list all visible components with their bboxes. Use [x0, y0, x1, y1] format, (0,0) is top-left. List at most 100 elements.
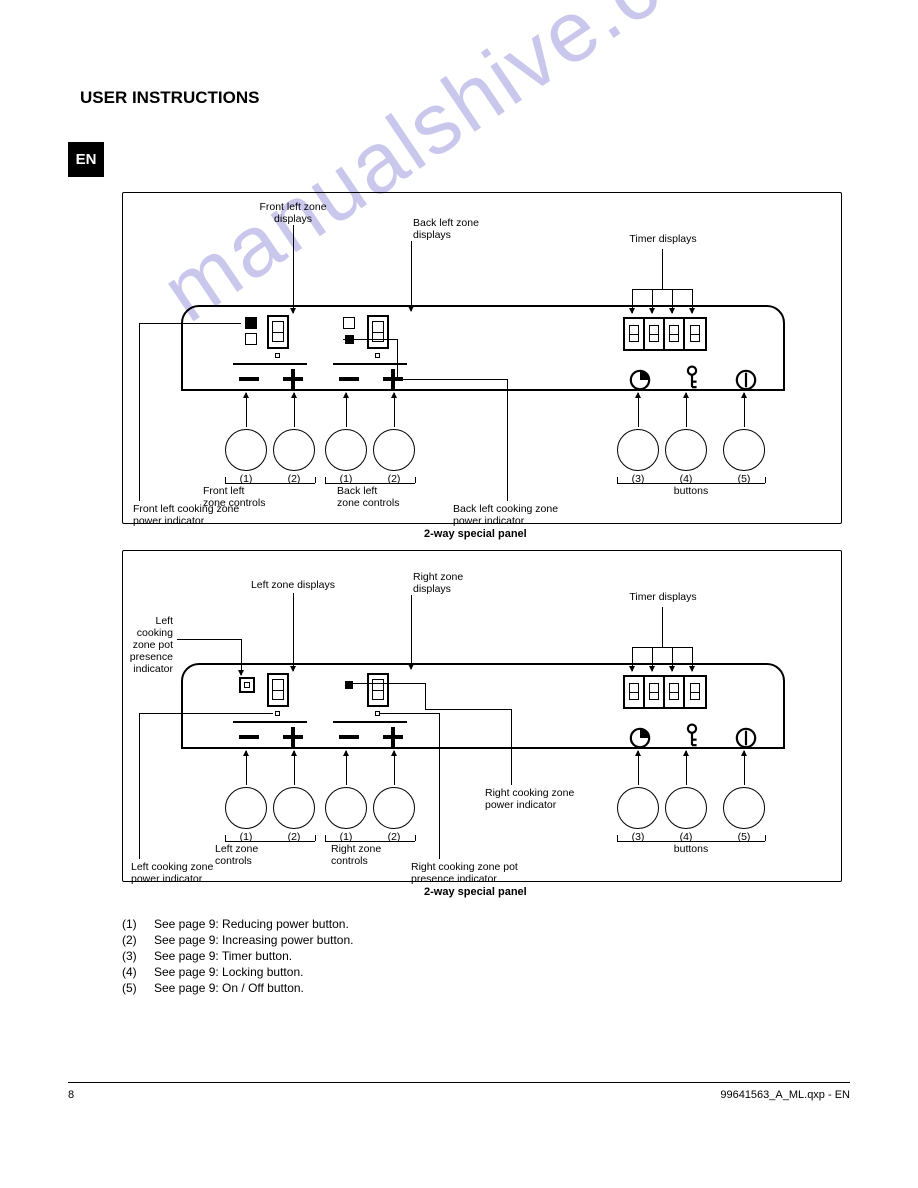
- bracket: [325, 477, 326, 483]
- bracket: [617, 835, 618, 841]
- button-lock[interactable]: [665, 429, 707, 471]
- footer-model: 99641563_A_ML.qxp - EN: [720, 1089, 850, 1101]
- indicator-front-left-large: [245, 317, 257, 329]
- leader: [744, 751, 745, 785]
- leader: [379, 713, 439, 714]
- leader: [343, 339, 397, 340]
- button-timer[interactable]: [617, 429, 659, 471]
- leader: [411, 595, 412, 669]
- divider: [233, 721, 307, 723]
- page-title: USER INSTRUCTIONS: [80, 88, 259, 108]
- power-icon: [735, 727, 757, 749]
- display-back-left: [367, 315, 389, 349]
- leader: [397, 339, 398, 379]
- button-plus-left[interactable]: [273, 787, 315, 829]
- leader: [397, 379, 507, 380]
- leader: [662, 607, 663, 647]
- footnote-1: (1)See page 9: Reducing power button.: [122, 916, 842, 932]
- bracket: [315, 835, 316, 841]
- bracket: [225, 835, 226, 841]
- label-back-left-controls: Back leftzone controls: [337, 485, 399, 509]
- label-zone-front-left-display: Front left zonedisplays: [259, 201, 326, 225]
- footnotes: (1)See page 9: Reducing power button. (2…: [122, 916, 842, 996]
- label-buttons: buttons: [674, 485, 708, 497]
- leader: [293, 225, 294, 313]
- indicator-back-left-large: [343, 317, 355, 329]
- leader: [293, 593, 294, 671]
- minus-icon: [239, 735, 259, 739]
- key-icon: [681, 723, 703, 749]
- indicator-front-left-small: [245, 333, 257, 345]
- leader: [394, 751, 395, 785]
- leader: [294, 751, 295, 785]
- leader: [394, 393, 395, 427]
- footnote-3: (3)See page 9: Timer button.: [122, 948, 842, 964]
- button-power[interactable]: [723, 787, 765, 829]
- label-ind-left-power: Left cooking zonepower indicator: [131, 861, 213, 885]
- display-right: [367, 673, 389, 707]
- panel-2-caption: 2-way special panel: [424, 886, 527, 898]
- bracket: [765, 477, 766, 483]
- minus-icon: [339, 735, 359, 739]
- leader: [345, 683, 425, 684]
- leader: [507, 379, 508, 501]
- page-footer: 8 99641563_A_ML.qxp - EN: [68, 1082, 850, 1101]
- leader: [411, 241, 412, 311]
- button-minus-back-left[interactable]: [325, 429, 367, 471]
- bracket: [617, 841, 765, 842]
- bracket: [315, 477, 316, 483]
- label-left-zone-display: Left zone displays: [251, 579, 335, 591]
- footnote-5: (5)See page 9: On / Off button.: [122, 980, 842, 996]
- leader: [686, 393, 687, 427]
- leader: [346, 751, 347, 785]
- bracket: [325, 483, 415, 484]
- timer-icon: [629, 727, 651, 749]
- leader: [439, 713, 440, 859]
- dot: [375, 353, 380, 358]
- label-right-zone-display: Right zonedisplays: [413, 571, 463, 595]
- leader: [139, 323, 140, 501]
- leader: [632, 647, 692, 648]
- label-ind-left-present: Left cooking zone potpresence indicator: [125, 615, 173, 675]
- button-minus-right[interactable]: [325, 787, 367, 829]
- panel-1: Front left zonedisplays Back left zonedi…: [122, 192, 842, 524]
- bracket: [765, 835, 766, 841]
- label-timer-displays: Timer displays: [629, 233, 696, 245]
- leader: [638, 751, 639, 785]
- bracket: [325, 835, 326, 841]
- divider: [333, 363, 407, 365]
- leader: [139, 323, 241, 324]
- label-ind-right-present: Right cooking zone potpresence indicator: [411, 861, 518, 885]
- language-badge: EN: [68, 142, 104, 177]
- bracket: [225, 477, 226, 483]
- button-plus-right[interactable]: [373, 787, 415, 829]
- button-minus-left[interactable]: [225, 787, 267, 829]
- button-plus-front-left[interactable]: [273, 429, 315, 471]
- leader: [346, 393, 347, 427]
- button-power[interactable]: [723, 429, 765, 471]
- bracket: [225, 841, 315, 842]
- button-lock[interactable]: [665, 787, 707, 829]
- button-minus-front-left[interactable]: [225, 429, 267, 471]
- minus-icon: [339, 377, 359, 381]
- bracket: [415, 477, 416, 483]
- button-plus-back-left[interactable]: [373, 429, 415, 471]
- control-panel: [181, 663, 785, 749]
- power-icon: [735, 369, 757, 391]
- label-zone-back-left-display: Back left zonedisplays: [413, 217, 479, 241]
- bracket: [325, 841, 415, 842]
- label-buttons: buttons: [674, 843, 708, 855]
- divider: [333, 721, 407, 723]
- dot: [275, 353, 280, 358]
- footnote-2: (2)See page 9: Increasing power button.: [122, 932, 842, 948]
- plus-icon: [291, 727, 295, 747]
- leader: [139, 713, 140, 859]
- button-timer[interactable]: [617, 787, 659, 829]
- leader: [425, 709, 511, 710]
- bracket: [617, 477, 618, 483]
- leader: [139, 713, 273, 714]
- leader: [638, 393, 639, 427]
- display-left: [267, 673, 289, 707]
- leader: [662, 249, 663, 289]
- leader: [177, 639, 241, 640]
